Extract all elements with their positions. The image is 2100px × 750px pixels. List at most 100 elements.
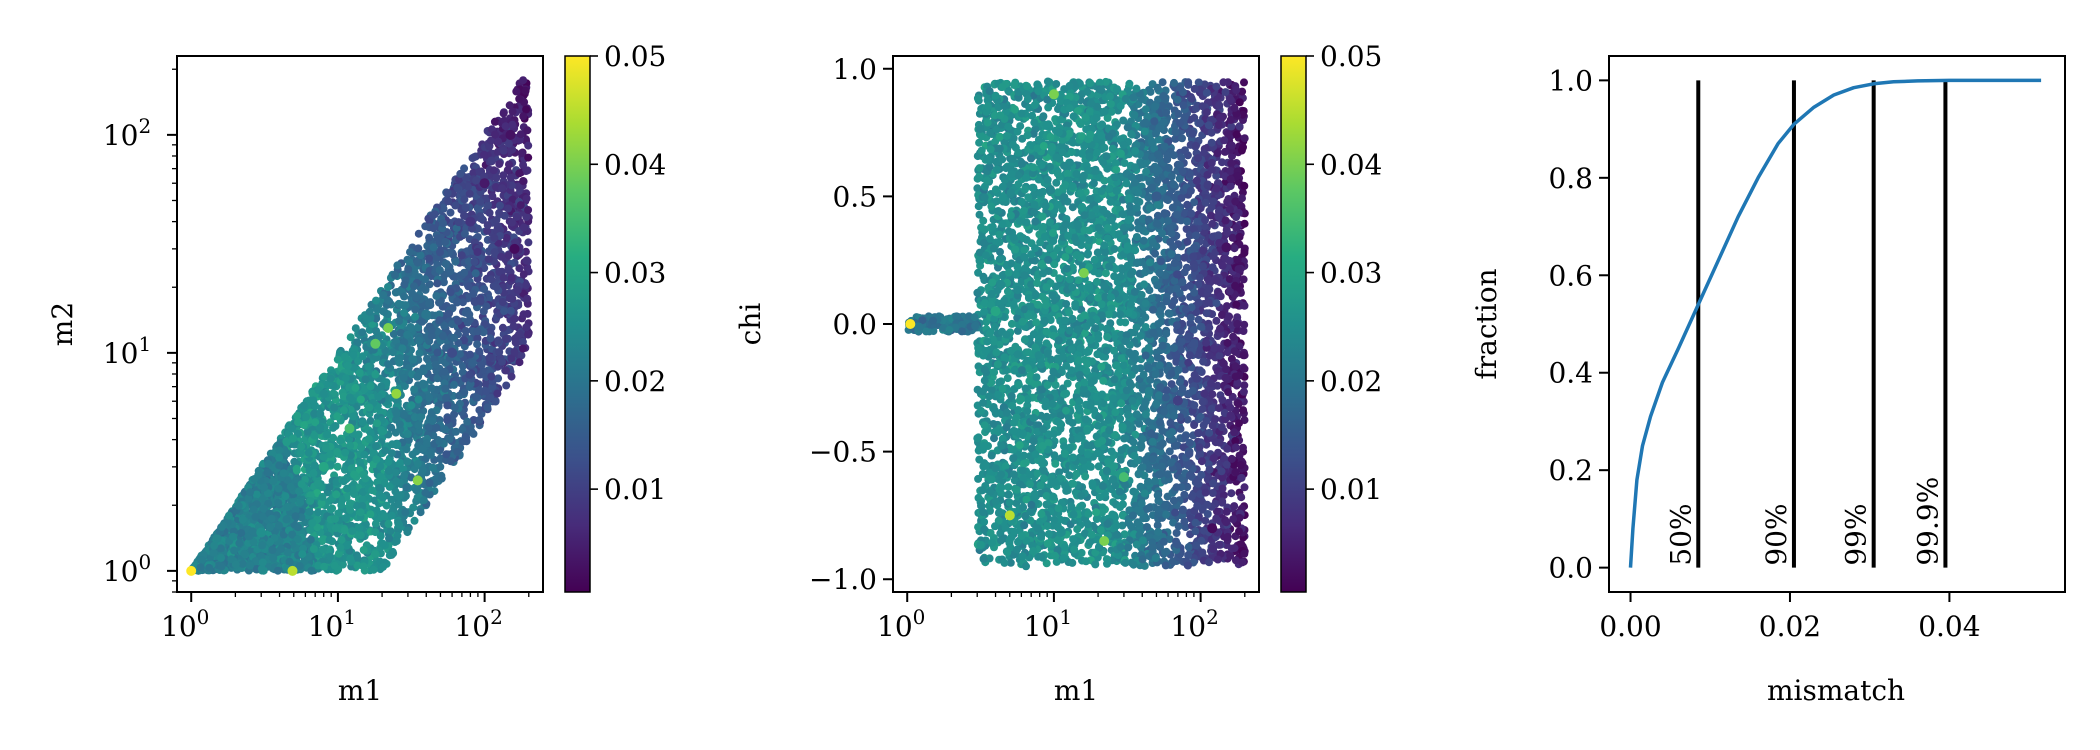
scatter-point — [378, 539, 387, 548]
scatter-point — [504, 264, 513, 273]
scatter-point — [408, 289, 417, 298]
scatter-point — [513, 286, 522, 295]
x-axis-label-m1-m2: m1 — [338, 674, 382, 707]
scatter-point — [498, 323, 507, 332]
scatter-point — [498, 357, 506, 366]
colorbar-frame-m1-m2 — [564, 55, 591, 593]
scatter-point — [331, 524, 340, 533]
scatter-point — [502, 335, 510, 344]
scatter-point — [412, 486, 421, 495]
scatter-point — [519, 161, 528, 170]
scatter-point — [416, 413, 425, 422]
scatter-point — [504, 139, 513, 148]
scatter-point — [505, 129, 516, 140]
scatter-point — [460, 336, 469, 345]
scatter-point — [406, 323, 415, 331]
scatter-point — [295, 562, 304, 571]
scatter-point — [314, 508, 323, 517]
scatter-point — [406, 248, 414, 257]
scatter-point — [426, 450, 435, 459]
scatter-point — [346, 499, 354, 508]
scatter-point — [355, 523, 364, 532]
scatter-point — [408, 450, 417, 459]
scatter-point — [351, 383, 360, 392]
scatter-point — [425, 233, 434, 242]
scatter-point — [483, 221, 492, 230]
scatter-point — [432, 291, 441, 300]
scatter-point — [392, 477, 401, 486]
scatter-point — [369, 565, 378, 574]
scatter-point — [403, 430, 412, 438]
scatter-point — [346, 505, 354, 514]
scatter-point — [507, 354, 516, 363]
scatter-point — [289, 434, 298, 443]
scatter-point — [458, 298, 467, 307]
scatter-point — [1013, 326, 1022, 335]
scatter-point — [446, 267, 455, 276]
scatter-point — [249, 538, 258, 547]
scatter-point — [321, 444, 330, 453]
scatter-point — [240, 549, 249, 558]
scatter-point — [512, 212, 521, 221]
scatter-point — [473, 334, 482, 343]
scatter-point — [293, 535, 302, 544]
scatter-point — [282, 438, 291, 447]
scatter-point — [384, 519, 393, 528]
scatter-point — [373, 419, 382, 428]
scatter-point — [469, 359, 477, 367]
scatter-point — [427, 325, 436, 334]
scatter-point — [364, 435, 373, 443]
scatter-point — [366, 382, 375, 391]
scatter-point — [385, 482, 394, 491]
scatter-point — [394, 500, 403, 509]
scatter-point — [395, 520, 404, 529]
scatter-point — [403, 457, 412, 466]
scatter-point — [511, 338, 520, 347]
scatter-point — [479, 307, 488, 316]
scatter-point — [296, 498, 305, 507]
scatter-point — [484, 201, 493, 209]
scatter-point — [419, 496, 428, 505]
scatter-point — [209, 548, 218, 557]
scatter-point — [502, 366, 510, 375]
colorbar-tick-label: 0.04 — [604, 148, 666, 181]
scatter-point — [499, 109, 508, 118]
y-tick-label: 102 — [103, 114, 151, 152]
scatter-point — [427, 384, 436, 392]
scatter-point — [313, 479, 322, 488]
scatter-point — [486, 393, 495, 402]
scatter-point — [371, 370, 380, 379]
scatter-point — [287, 565, 298, 576]
scatter-point — [516, 330, 524, 339]
scatter-point — [346, 333, 355, 342]
scatter-point — [414, 421, 423, 430]
scatter-point — [450, 403, 459, 412]
scatter-point — [506, 173, 515, 182]
scatter-point — [368, 486, 377, 495]
scatter-point — [415, 349, 424, 358]
scatter-point — [400, 280, 409, 289]
scatter-point — [266, 538, 275, 546]
scatter-point — [349, 412, 358, 421]
scatter-point — [486, 334, 495, 343]
scatter-point — [510, 314, 519, 323]
scatter-point — [217, 522, 226, 531]
scatter-point — [435, 437, 444, 446]
scatter-point — [351, 324, 360, 333]
scatter-point — [340, 465, 349, 474]
scatter-point — [401, 508, 410, 517]
scatter-point — [304, 552, 313, 561]
scatter-point — [485, 353, 494, 362]
scatter-point — [410, 385, 419, 394]
scatter-point — [506, 306, 515, 315]
scatter-point — [446, 457, 455, 466]
scatter-point — [474, 387, 483, 395]
scatter-point — [279, 469, 288, 478]
scatter-point — [522, 194, 531, 203]
frame-m1-m2 — [176, 55, 544, 593]
scatter-point — [477, 214, 486, 223]
scatter-point — [439, 332, 447, 341]
scatter-point — [470, 257, 479, 266]
scatter-point — [326, 374, 335, 383]
scatter-point — [400, 292, 409, 301]
